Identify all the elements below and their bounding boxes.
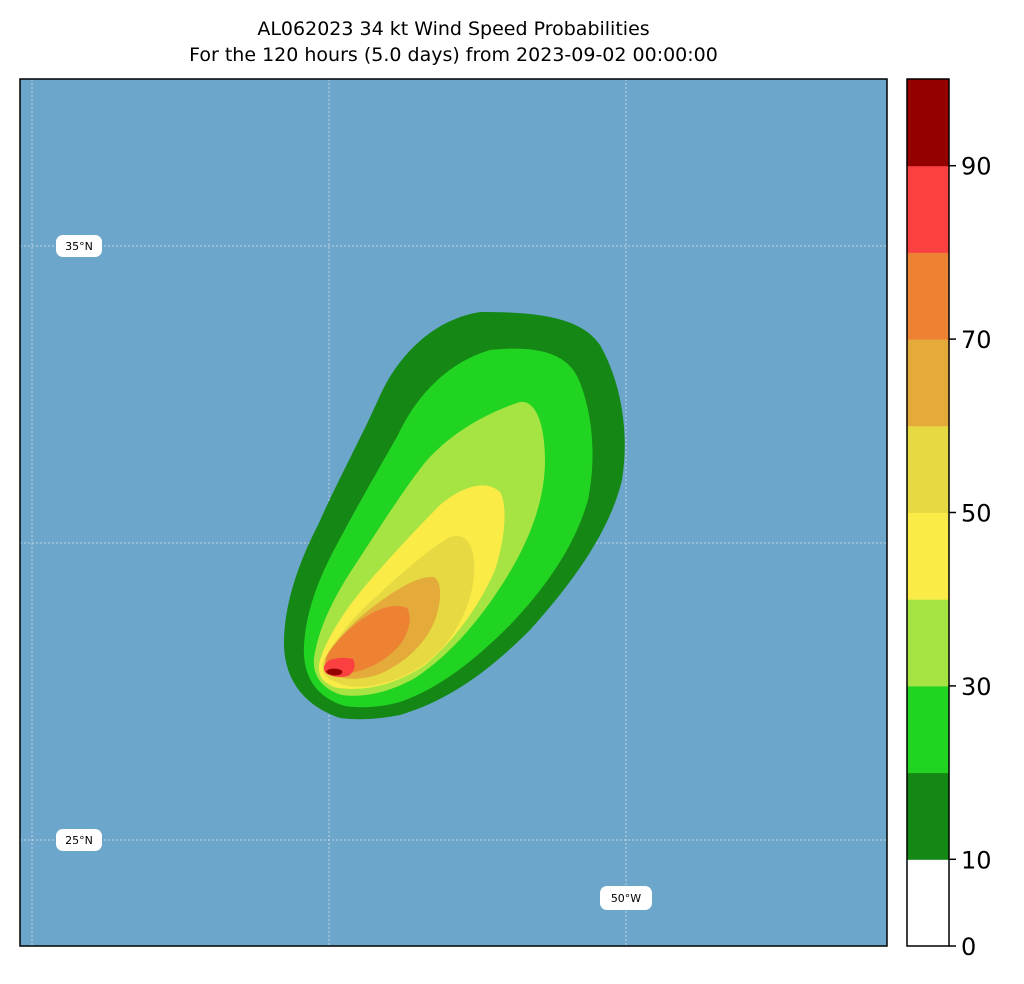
colorbar-tick-label-30: 30	[961, 673, 992, 701]
colorbar-tick-label-0: 0	[961, 933, 976, 961]
contour-80-90	[326, 668, 343, 676]
chart-subtitle: For the 120 hours (5.0 days) from 2023-0…	[189, 44, 718, 66]
colorbar-segment-50-60	[907, 425, 949, 513]
grid-label-50w: 50°W	[600, 886, 652, 910]
colorbar-tick-label-50: 50	[961, 500, 992, 528]
grid-label-50w-text: 50°W	[611, 892, 641, 905]
probability-contours	[283, 312, 625, 720]
colorbar-segment-80-90	[907, 165, 949, 253]
colorbar-segment-0-10	[907, 859, 949, 947]
colorbar-segment-90-100	[907, 79, 949, 167]
colorbar-segment-40-50	[907, 512, 949, 600]
colorbar-segment-70-80	[907, 252, 949, 340]
grid-label-25n-text: 25°N	[65, 834, 93, 847]
colorbar-segment-30-40	[907, 599, 949, 687]
grid-label-25n: 25°N	[56, 829, 102, 851]
chart-title: AL062023 34 kt Wind Speed Probabilities	[257, 18, 650, 40]
colorbar-tick-label-10: 10	[961, 846, 992, 874]
colorbar-segment-20-30	[907, 685, 949, 774]
colorbar-segment-60-70	[907, 339, 949, 427]
colorbar-tick-label-70: 70	[961, 326, 992, 354]
colorbar-segment-10-20	[907, 772, 949, 860]
grid-label-35n-text: 35°N	[65, 240, 93, 253]
contour-60-70	[326, 605, 410, 674]
colorbar-tick-label-90: 90	[961, 153, 992, 181]
grid-label-35n: 35°N	[56, 235, 102, 257]
map-frame	[19, 78, 888, 947]
colorbar: 0 10 30 50 70 90	[906, 78, 992, 961]
